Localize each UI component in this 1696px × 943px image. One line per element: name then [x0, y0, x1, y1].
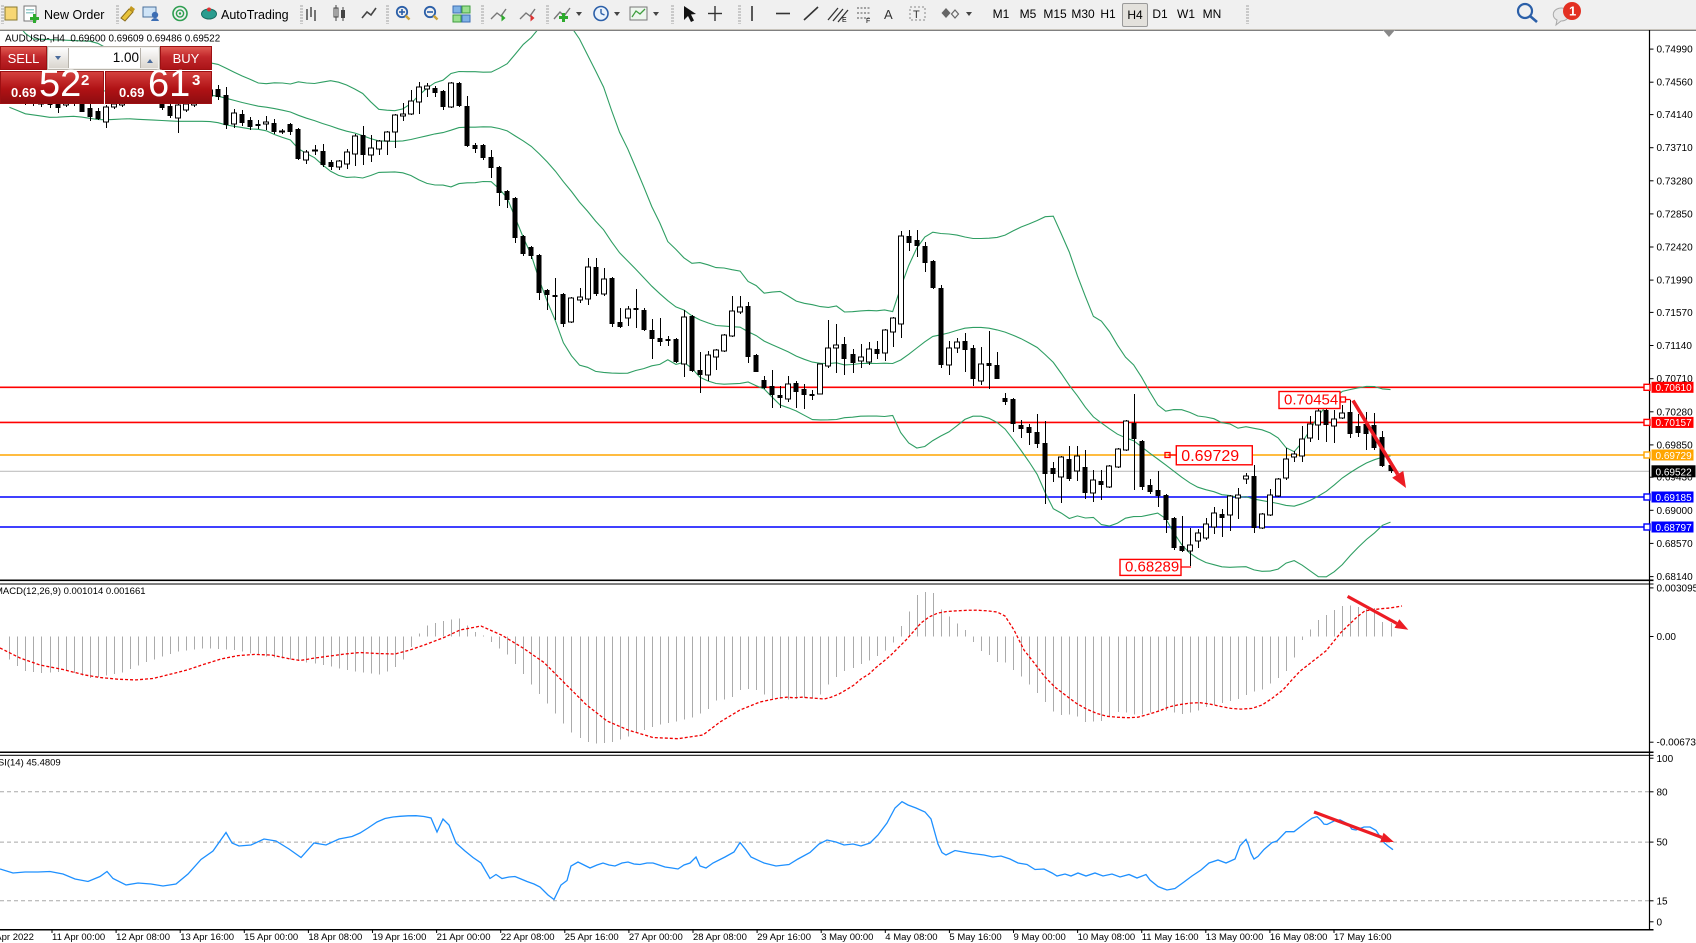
svg-text:AUDUSD-,H4 0.69600 0.69609 0.: AUDUSD-,H4 0.69600 0.69609 0.69486 0.695… [5, 34, 220, 45]
svg-text:10 May 08:00: 10 May 08:00 [1078, 932, 1136, 943]
svg-text:0.70610: 0.70610 [1656, 383, 1693, 394]
svg-text:0: 0 [1657, 917, 1663, 928]
svg-text:0.72420: 0.72420 [1657, 243, 1694, 254]
svg-text:A: A [884, 7, 893, 22]
svg-text:13 May 00:00: 13 May 00:00 [1206, 932, 1264, 943]
svg-text:22 Apr 08:00: 22 Apr 08:00 [501, 932, 555, 943]
svg-text:5 May 16:00: 5 May 16:00 [949, 932, 1001, 943]
svg-text:13 Apr 16:00: 13 Apr 16:00 [180, 932, 234, 943]
svg-text:0.69729: 0.69729 [1656, 451, 1693, 462]
svg-text:25 Apr 16:00: 25 Apr 16:00 [565, 932, 619, 943]
svg-text:0.003095: 0.003095 [1657, 583, 1696, 594]
svg-text:4 May 08:00: 4 May 08:00 [885, 932, 937, 943]
svg-text:15: 15 [1657, 896, 1669, 907]
svg-text:0.68289: 0.68289 [1125, 558, 1179, 575]
svg-text:0.74990: 0.74990 [1657, 45, 1694, 56]
svg-text:16 May 08:00: 16 May 08:00 [1270, 932, 1328, 943]
svg-text:0.69522: 0.69522 [1656, 467, 1693, 478]
svg-text:0.71570: 0.71570 [1657, 308, 1694, 319]
svg-text:1: 1 [1569, 4, 1576, 19]
svg-text:AutoTrading: AutoTrading [221, 8, 289, 22]
svg-text:E: E [842, 17, 847, 24]
svg-text:0.70710: 0.70710 [1657, 374, 1694, 385]
svg-text:12 Apr 08:00: 12 Apr 08:00 [116, 932, 170, 943]
svg-text:0.71140: 0.71140 [1657, 341, 1693, 352]
svg-text:0.72850: 0.72850 [1657, 209, 1694, 220]
svg-text:9 May 00:00: 9 May 00:00 [1014, 932, 1066, 943]
svg-text:17 May 16:00: 17 May 16:00 [1334, 932, 1392, 943]
svg-text:0.74140: 0.74140 [1657, 110, 1694, 121]
svg-text:New Order: New Order [44, 8, 104, 22]
svg-text:0.73280: 0.73280 [1657, 176, 1694, 187]
svg-text:0.70454: 0.70454 [1284, 392, 1338, 409]
svg-text:0.69185: 0.69185 [1656, 493, 1693, 504]
svg-text:0.70157: 0.70157 [1656, 418, 1693, 429]
svg-text:RSI(14) 45.4809: RSI(14) 45.4809 [0, 758, 61, 769]
svg-text:0.69430: 0.69430 [1657, 473, 1694, 484]
svg-text:0.71990: 0.71990 [1657, 276, 1694, 287]
svg-text:3 May 00:00: 3 May 00:00 [821, 932, 873, 943]
svg-text:27 Apr 00:00: 27 Apr 00:00 [629, 932, 683, 943]
svg-text:0.70280: 0.70280 [1657, 407, 1694, 418]
svg-text:80: 80 [1657, 787, 1669, 798]
svg-text:0.74560: 0.74560 [1657, 78, 1694, 89]
svg-text:28 Apr 08:00: 28 Apr 08:00 [693, 932, 747, 943]
svg-text:0.68140: 0.68140 [1657, 572, 1694, 583]
svg-text:15 Apr 00:00: 15 Apr 00:00 [244, 932, 298, 943]
svg-text:0.69000: 0.69000 [1657, 506, 1694, 517]
svg-text:21 Apr 00:00: 21 Apr 00:00 [437, 932, 491, 943]
svg-text:50: 50 [1657, 838, 1669, 849]
svg-text:F: F [866, 18, 870, 25]
svg-text:0.68797: 0.68797 [1656, 523, 1693, 534]
svg-text:0.69729: 0.69729 [1181, 448, 1239, 465]
svg-text:0.73710: 0.73710 [1657, 143, 1694, 154]
svg-text:0.00: 0.00 [1657, 632, 1677, 643]
svg-text:8 Apr 2022: 8 Apr 2022 [0, 932, 34, 943]
svg-text:100: 100 [1657, 754, 1674, 765]
svg-text:18 Apr 08:00: 18 Apr 08:00 [308, 932, 362, 943]
svg-text:0.69850: 0.69850 [1657, 440, 1694, 451]
svg-text:T: T [913, 9, 920, 21]
svg-text:19 Apr 16:00: 19 Apr 16:00 [373, 932, 427, 943]
svg-text:11 Apr 00:00: 11 Apr 00:00 [52, 932, 105, 943]
svg-text:11 May 16:00: 11 May 16:00 [1142, 932, 1199, 943]
svg-text:0.68570: 0.68570 [1657, 539, 1694, 550]
svg-text:MACD(12,26,9) 0.001014 0.00166: MACD(12,26,9) 0.001014 0.001661 [0, 586, 146, 597]
svg-text:29 Apr 16:00: 29 Apr 16:00 [757, 932, 811, 943]
